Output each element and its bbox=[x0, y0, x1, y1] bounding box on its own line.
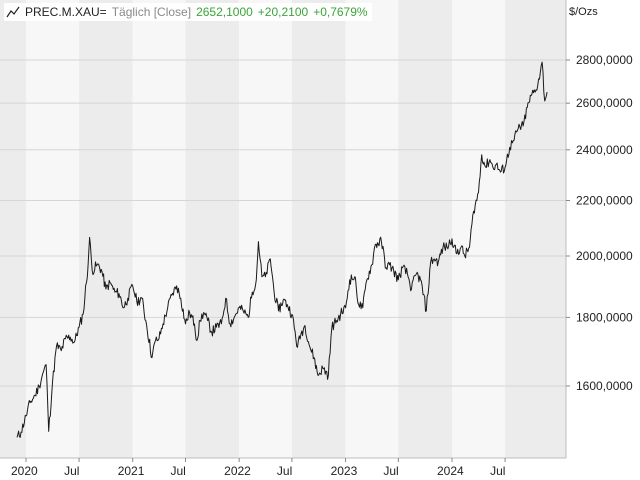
background-band bbox=[185, 0, 240, 458]
x-tick-label: Jul bbox=[277, 464, 292, 478]
x-tick-label: 2024 bbox=[437, 464, 464, 478]
price-change: +20,2100 bbox=[257, 5, 309, 19]
background-band bbox=[505, 0, 566, 458]
background-band bbox=[345, 0, 399, 458]
y-tick-label: 1600,0000 bbox=[576, 379, 633, 393]
x-tick-label: 2022 bbox=[224, 464, 251, 478]
y-axis-unit: $/Ozs bbox=[569, 6, 598, 18]
half-year-bands bbox=[0, 0, 566, 458]
background-band bbox=[452, 0, 506, 458]
x-tick-label: 2023 bbox=[331, 464, 358, 478]
background-band bbox=[398, 0, 452, 458]
price-series bbox=[16, 61, 548, 438]
y-tick-label: 2200,0000 bbox=[576, 193, 633, 207]
x-tick-label: Jul bbox=[64, 464, 79, 478]
series-line bbox=[16, 61, 548, 438]
x-axis: 2020 Jul 2021 Jul 2022 Jul 2023 Jul 2024 Jul bbox=[11, 458, 506, 478]
y-tick-label: 2800,0000 bbox=[576, 53, 633, 67]
line-chart-icon bbox=[6, 6, 20, 18]
background-band bbox=[0, 0, 26, 458]
y-tick-label: 2600,0000 bbox=[576, 96, 633, 110]
x-tick-label: Jul bbox=[170, 464, 185, 478]
chart-mode: Täglich [Close] bbox=[111, 5, 192, 19]
horizontal-gridlines bbox=[0, 59, 566, 387]
background-band bbox=[291, 0, 346, 458]
y-axis: 1600,0000 1800,0000 2000,0000 2200,0000 2400… bbox=[566, 53, 633, 393]
background-band bbox=[79, 0, 133, 458]
background-band bbox=[132, 0, 186, 458]
x-tick-label: Jul bbox=[490, 464, 505, 478]
chart-legend[interactable]: PREC.M.XAU= Täglich [Close] 2652,1000 +2… bbox=[4, 3, 372, 21]
y-tick-label: 1800,0000 bbox=[576, 310, 633, 324]
x-tick-label: 2020 bbox=[11, 464, 38, 478]
x-tick-label: 2021 bbox=[118, 464, 145, 478]
x-tick-label: Jul bbox=[383, 464, 398, 478]
y-tick-label: 2000,0000 bbox=[576, 249, 633, 263]
instrument-symbol: PREC.M.XAU= bbox=[25, 5, 107, 19]
y-tick-label: 2400,0000 bbox=[576, 143, 633, 157]
last-price: 2652,1000 bbox=[196, 5, 253, 19]
background-band bbox=[239, 0, 292, 458]
price-change-percent: +0,7679% bbox=[313, 5, 368, 19]
